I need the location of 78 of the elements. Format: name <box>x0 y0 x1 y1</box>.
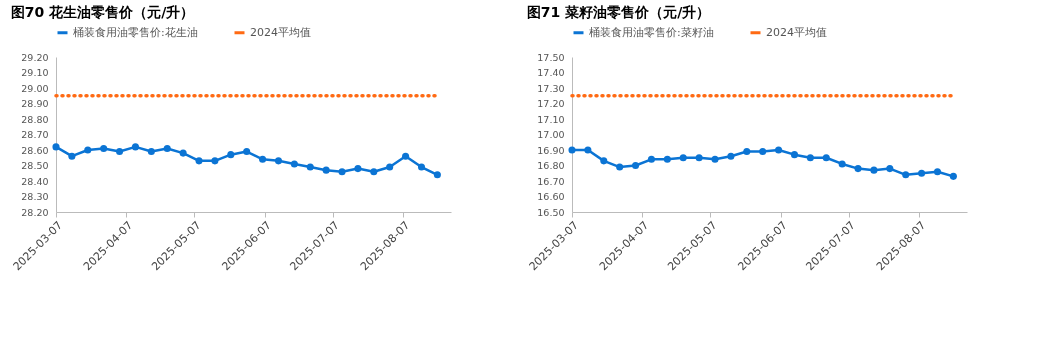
point <box>370 168 378 176</box>
point <box>259 155 267 163</box>
point <box>727 152 735 160</box>
y-tick-label: 17.40 <box>537 67 565 78</box>
point <box>838 160 846 168</box>
point <box>402 152 410 160</box>
y-tick-label: 17.30 <box>537 82 565 94</box>
y-tick-label: 28.70 <box>21 129 49 140</box>
point <box>100 144 108 152</box>
point <box>163 144 171 152</box>
point <box>84 146 92 154</box>
point <box>632 161 640 170</box>
y-tick-label: 16.80 <box>537 160 565 171</box>
point <box>806 154 814 162</box>
point <box>354 165 362 173</box>
point <box>290 160 298 168</box>
point <box>306 163 314 171</box>
point <box>854 165 862 173</box>
point <box>775 146 783 154</box>
y-tick-label: 28.40 <box>21 175 49 187</box>
point <box>195 157 203 165</box>
point <box>338 168 346 176</box>
point <box>274 157 283 165</box>
point <box>68 152 76 160</box>
point <box>695 154 703 162</box>
point <box>759 148 767 156</box>
point <box>584 146 592 154</box>
point <box>616 163 624 171</box>
point <box>902 171 910 179</box>
point <box>322 166 330 174</box>
y-tick-label: 28.30 <box>21 191 49 202</box>
y-tick-label: 17.10 <box>537 113 565 125</box>
y-tick-label: 16.70 <box>537 175 565 187</box>
point <box>52 143 60 151</box>
y-tick-label: 16.60 <box>537 191 565 202</box>
y-tick-label: 29.00 <box>21 82 49 94</box>
y-tick-label: 28.90 <box>21 98 49 109</box>
point <box>131 143 139 151</box>
y-tick-label: 28.50 <box>21 160 49 171</box>
y-tick-label: 17.20 <box>537 98 565 109</box>
y-tick-label: 29.20 <box>21 51 49 63</box>
chart-title: 图71 菜籽油零售价（元/升） <box>526 4 711 20</box>
point <box>886 165 894 173</box>
y-tick-label: 28.20 <box>21 206 49 218</box>
point <box>949 172 957 180</box>
legend-label: 2024平均值 <box>766 25 827 39</box>
point <box>663 155 671 163</box>
point <box>179 149 187 157</box>
y-tick-label: 16.90 <box>537 144 565 156</box>
y-tick-label: 29.10 <box>21 67 49 78</box>
y-tick-label: 28.80 <box>21 113 49 125</box>
point <box>790 151 799 159</box>
point <box>227 151 235 159</box>
point <box>568 146 576 154</box>
point <box>243 148 251 156</box>
point <box>647 155 655 163</box>
point <box>433 171 441 179</box>
point <box>822 154 830 162</box>
legend-label: 2024平均值 <box>250 25 311 39</box>
point <box>743 148 751 156</box>
point <box>918 169 926 177</box>
point <box>870 166 878 174</box>
y-tick-label: 16.50 <box>537 206 565 218</box>
y-tick-label: 17.50 <box>537 51 565 63</box>
point <box>417 163 426 171</box>
y-tick-label: 28.60 <box>21 144 49 156</box>
y-tick-label: 17.00 <box>537 129 565 140</box>
point <box>386 163 394 171</box>
point <box>147 148 155 156</box>
point <box>116 148 124 156</box>
point <box>711 155 719 163</box>
chart-title: 图70 花生油零售价（元/升） <box>10 4 195 20</box>
point <box>600 157 608 165</box>
point <box>211 157 219 165</box>
point <box>679 154 687 162</box>
legend-label: 桶装食用油零售价:菜籽油 <box>589 25 714 39</box>
point <box>933 168 942 176</box>
legend-label: 桶装食用油零售价:花生油 <box>73 25 198 39</box>
